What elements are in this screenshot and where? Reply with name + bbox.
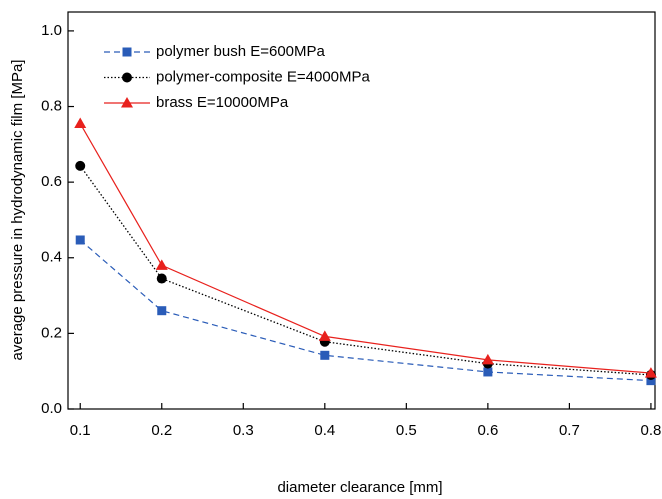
data-point	[646, 376, 656, 386]
data-point	[156, 273, 167, 284]
x-axis-label: diameter clearance [mm]	[277, 479, 442, 496]
series-line	[79, 123, 651, 374]
data-point	[644, 367, 657, 378]
data-point	[74, 117, 87, 129]
x-tick-label: 0.8	[640, 422, 661, 439]
x-tick-label: 0.2	[151, 422, 172, 439]
x-tick-label: 0.5	[396, 422, 417, 439]
data-point	[483, 367, 493, 377]
data-point	[75, 235, 85, 245]
y-tick-label: 0.6	[41, 173, 62, 190]
series-line	[79, 239, 651, 382]
y-tick-label: 1.0	[41, 22, 62, 39]
plot-frame	[67, 11, 656, 410]
legend-label: polymer-composite E=4000MPa	[156, 68, 371, 85]
data-point	[320, 350, 330, 360]
data-point	[481, 353, 494, 365]
y-tick-label: 0.4	[41, 249, 62, 266]
data-point	[157, 306, 167, 316]
data-point	[155, 259, 168, 270]
legend-marker	[122, 47, 132, 57]
x-tick-label: 0.1	[70, 422, 91, 439]
y-tick-label: 0.8	[41, 97, 62, 114]
legend-label: brass E=10000MPa	[156, 94, 289, 111]
series-line	[79, 165, 651, 376]
data-point	[318, 330, 331, 341]
legend-marker	[121, 97, 133, 108]
y-tick-label: 0.2	[41, 324, 62, 341]
x-tick-label: 0.4	[314, 422, 335, 439]
y-axis-label: average pressure in hydrodynamic film [M…	[9, 60, 26, 361]
legend-label: polymer bush E=600MPa	[156, 43, 326, 60]
x-tick-label: 0.3	[233, 422, 254, 439]
data-point	[75, 160, 86, 171]
y-tick-label: 0.0	[41, 400, 62, 417]
legend-marker	[122, 72, 132, 83]
x-tick-label: 0.6	[477, 422, 498, 439]
x-tick-label: 0.7	[559, 422, 580, 439]
